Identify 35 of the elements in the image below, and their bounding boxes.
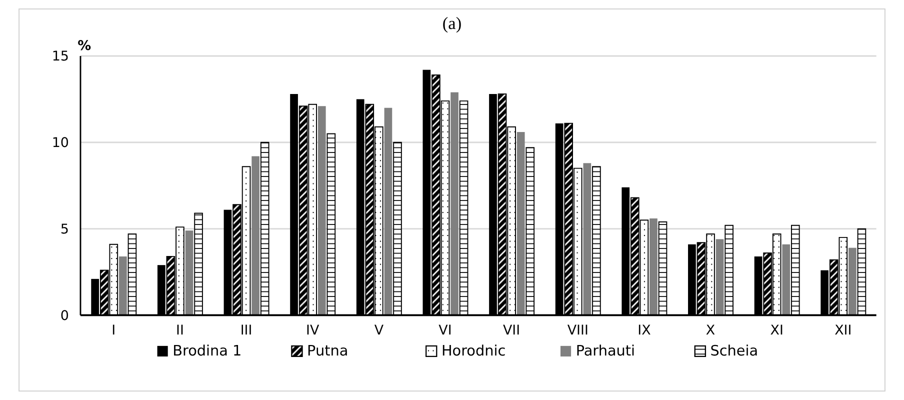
bar — [384, 108, 392, 316]
legend-label: Parhauti — [576, 344, 636, 360]
x-tick-label: VIII — [567, 323, 588, 338]
bar — [583, 163, 592, 316]
x-tick-label: X — [706, 323, 716, 338]
bar — [716, 239, 724, 316]
text: Horodnic — [441, 344, 506, 360]
bar — [185, 230, 194, 316]
bar — [450, 92, 458, 316]
x-tick-label: VI — [438, 323, 452, 338]
legend-label: Brodina 1 — [172, 344, 242, 360]
bar — [516, 132, 525, 316]
x-tick-label: IV — [306, 323, 320, 338]
x-tick-label: I — [112, 323, 116, 338]
bar — [318, 106, 326, 316]
bar — [848, 248, 856, 316]
y-tick-label: 10 — [52, 136, 69, 152]
y-tick-label: 15 — [52, 50, 69, 65]
y-tick-label: 5 — [60, 222, 69, 238]
bar — [782, 244, 790, 316]
x-tick-label: XI — [770, 323, 784, 338]
chart-title: (a) — [442, 14, 462, 34]
x-tick-label: II — [176, 323, 184, 338]
y-tick-label: 0 — [60, 308, 69, 324]
y-axis-title: % — [78, 39, 92, 54]
bar — [650, 218, 658, 316]
x-tick-label: IX — [638, 323, 651, 338]
x-tick-label: VII — [503, 323, 520, 338]
x-tick-label: V — [374, 323, 384, 338]
text: Scheia — [710, 344, 758, 360]
bar — [252, 156, 260, 316]
x-tick-label: XII — [834, 323, 852, 338]
bar — [119, 256, 127, 316]
text: Putna — [307, 344, 348, 360]
x-tick-label: III — [240, 323, 252, 338]
